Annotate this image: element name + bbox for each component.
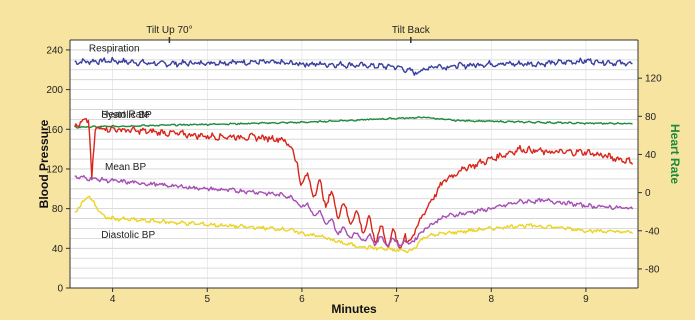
- x-tick-label: 5: [204, 294, 210, 305]
- y-left-tick-label: 0: [57, 284, 63, 295]
- x-tick-label: 6: [299, 294, 305, 305]
- x-tick-label: 9: [583, 294, 589, 305]
- x-tick-label: 7: [394, 294, 400, 305]
- y-axis-title-left: Blood Pressure: [37, 119, 51, 208]
- y-axis-title-right: Heart Rate: [668, 124, 682, 184]
- series-line-diastolic-bp: [74, 195, 634, 254]
- series-label-heart-rate: Heart Rate: [101, 110, 150, 121]
- series-line-systolic-bp: [74, 117, 634, 249]
- y-left-tick-label: 200: [46, 85, 63, 96]
- y-right-tick-label: 120: [645, 74, 662, 85]
- y-right-tick-label: -80: [645, 264, 660, 275]
- y-left-tick-label: 80: [52, 204, 64, 215]
- series-label-systolic-bp: Systolic BP: [101, 110, 152, 121]
- y-left-tick-label: 120: [46, 164, 63, 175]
- x-axis-title: Minutes: [331, 302, 377, 316]
- series-label-diastolic-bp: Diastolic BP: [101, 230, 155, 241]
- y-left-tick-label: 160: [46, 125, 63, 136]
- y-left-tick-label: 240: [46, 45, 63, 56]
- series-label-mean-bp: Mean BP: [105, 162, 146, 173]
- event-label: Tilt Up 70°: [146, 25, 192, 36]
- y-right-tick-label: 0: [645, 188, 651, 199]
- x-tick-label: 8: [488, 294, 494, 305]
- y-right-tick-label: -40: [645, 226, 660, 237]
- y-left-tick-label: 40: [52, 244, 64, 255]
- x-tick-label: 4: [110, 294, 116, 305]
- y-right-tick-label: 40: [645, 150, 657, 161]
- series-line-respiration: [74, 56, 633, 76]
- series-line-heart-rate: [74, 116, 633, 129]
- series-line-mean-bp: [74, 175, 634, 248]
- plot-area: [70, 40, 638, 288]
- y-right-tick-label: 80: [645, 112, 657, 123]
- series-label-respiration: Respiration: [89, 43, 140, 54]
- event-label: Tilt Back: [392, 25, 431, 36]
